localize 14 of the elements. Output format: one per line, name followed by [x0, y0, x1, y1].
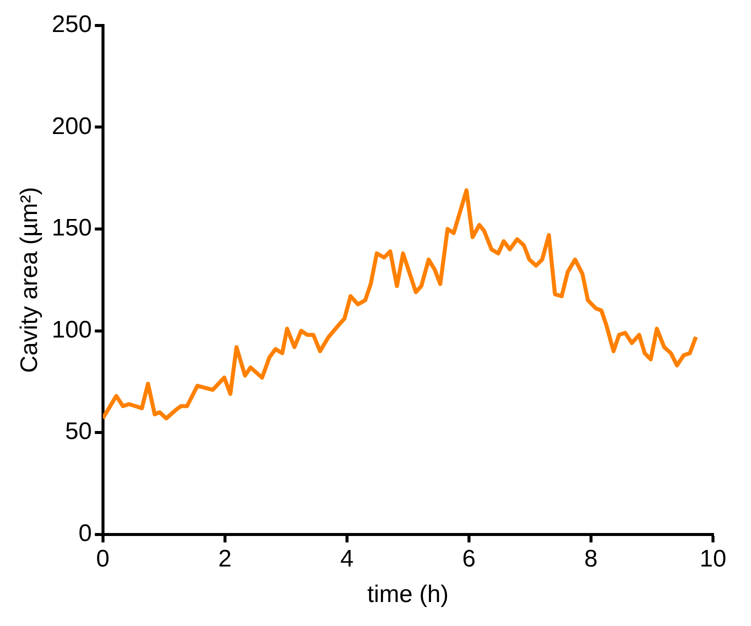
x-tick-label: 8	[584, 545, 598, 572]
y-tick-label: 0	[78, 520, 92, 548]
x-tick-label: 2	[218, 545, 232, 572]
x-tick-label: 10	[700, 545, 726, 572]
y-axis-title: Cavity area (µm²)	[16, 186, 44, 373]
x-tick-label: 4	[340, 545, 354, 572]
y-tick-label: 250	[52, 11, 92, 38]
x-tick-label: 6	[462, 545, 476, 572]
y-tick-label: 100	[52, 316, 92, 344]
y-tick-label: 200	[52, 112, 92, 140]
x-tick-label: 0	[96, 545, 110, 572]
y-tick-label: 150	[52, 214, 92, 242]
x-axis-title: time (h)	[367, 581, 449, 608]
y-tick-label: 50	[65, 418, 92, 446]
